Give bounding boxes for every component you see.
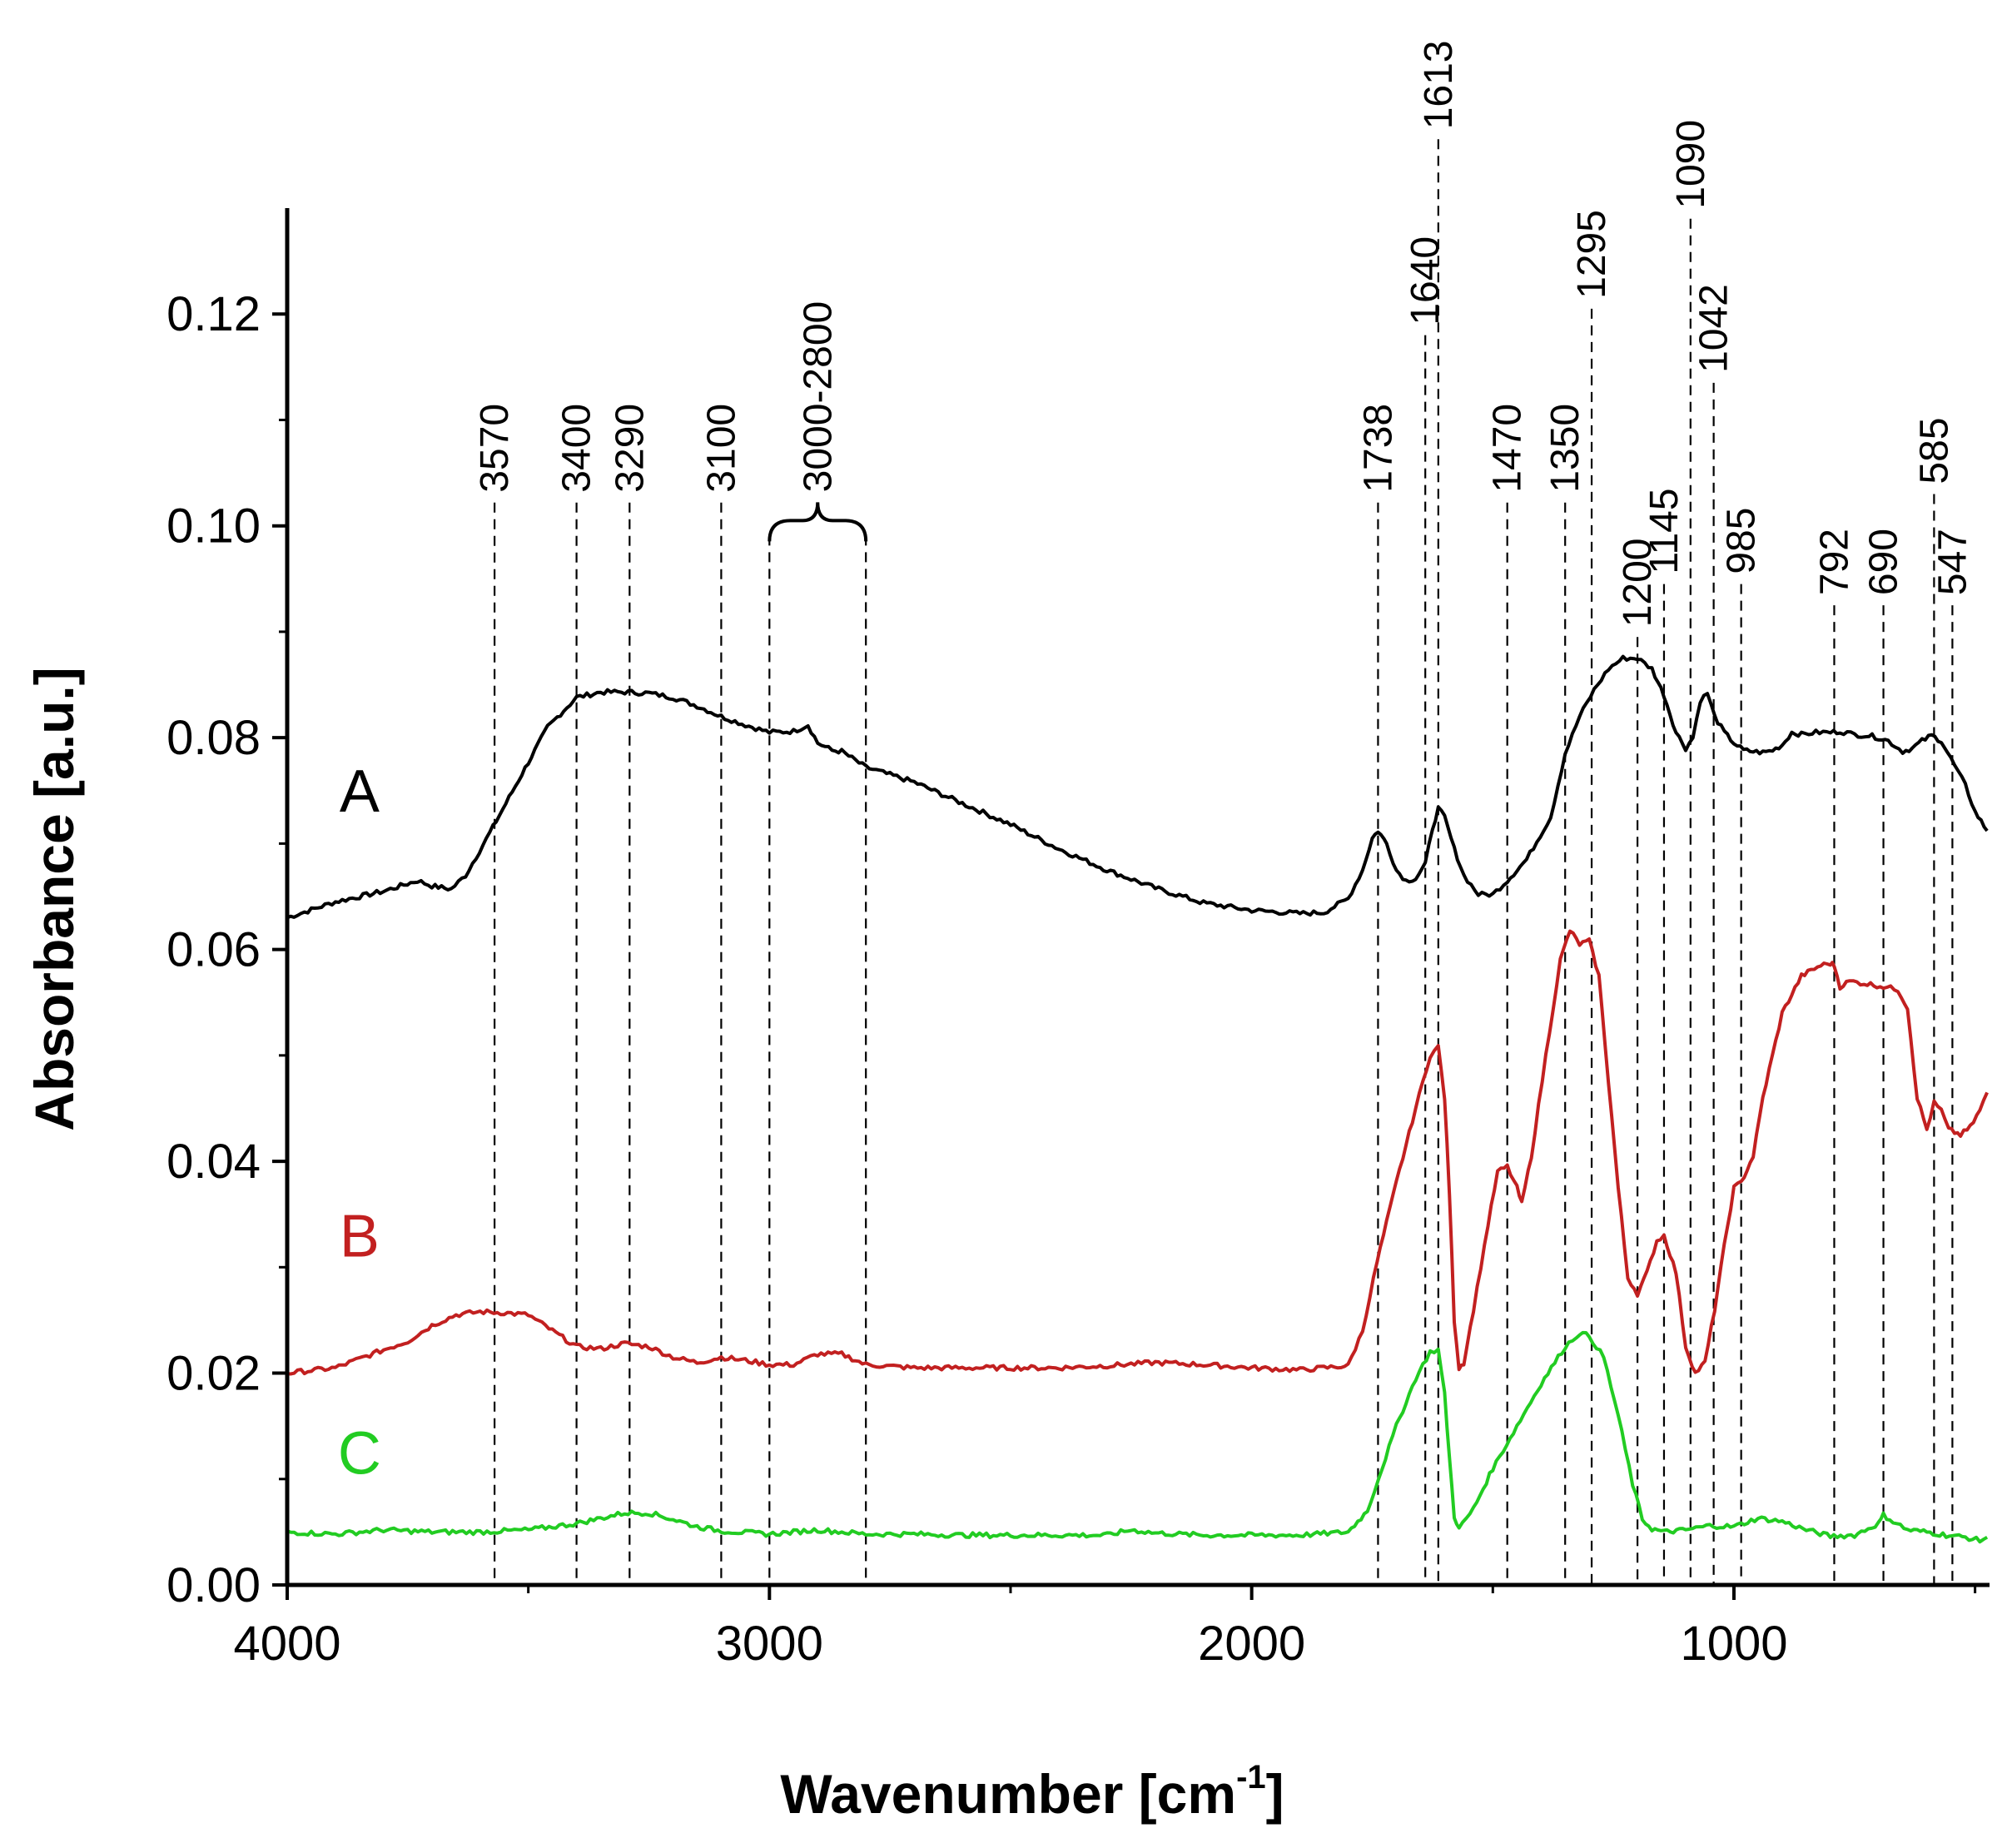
peak-label: 1640 xyxy=(1403,236,1448,325)
series-label-B: B xyxy=(340,1204,380,1270)
peak-label: 3570 xyxy=(473,404,517,493)
y-tick-label: 0.08 xyxy=(166,711,261,765)
x-axis-title-end: ] xyxy=(1266,1763,1284,1825)
peak-label: 3100 xyxy=(699,404,743,493)
y-tick-label: 0.10 xyxy=(166,499,261,554)
peak-label: 3290 xyxy=(608,404,652,493)
peak-label: 792 xyxy=(1812,529,1856,595)
peak-label: 1200 xyxy=(1616,539,1660,628)
series-line-B xyxy=(286,929,1989,1376)
peak-label: 1470 xyxy=(1486,404,1530,493)
peak-label: 1145 xyxy=(1642,488,1687,574)
peak-label: 3400 xyxy=(555,404,599,493)
peak-label: 690 xyxy=(1862,529,1906,595)
x-axis-title-main: Wavenumber [cm xyxy=(780,1763,1236,1825)
peak-marker-layer xyxy=(494,139,1954,1585)
peak-label: 585 xyxy=(1912,417,1956,484)
peak-label: 1350 xyxy=(1543,404,1587,493)
peak-label: 1738 xyxy=(1356,404,1400,493)
x-tick-label: 4000 xyxy=(233,1617,340,1671)
x-axis-title: Wavenumber [cm-1] xyxy=(780,1759,1284,1825)
label-layer: 3570 3400 3290 3100 1738 1640 1613 1470 1350 1295… xyxy=(338,41,1975,1488)
y-tick-label: 0.02 xyxy=(166,1347,261,1401)
x-tick-label: 2000 xyxy=(1198,1617,1305,1671)
axes xyxy=(285,208,1990,1587)
y-tick-label: 0.00 xyxy=(166,1558,261,1612)
y-axis-title: Absorbance [a.u.] xyxy=(23,667,85,1130)
range-label: 3000-2800 xyxy=(796,301,840,493)
peak-label: 1613 xyxy=(1417,41,1461,130)
peak-label: 1042 xyxy=(1692,284,1736,373)
x-tick-label: 1000 xyxy=(1680,1617,1787,1671)
peak-label: 1090 xyxy=(1669,120,1713,209)
y-tick-label: 0.06 xyxy=(166,923,261,977)
series-line-A xyxy=(286,654,1989,920)
peak-label: 985 xyxy=(1720,508,1764,574)
tick-layer: 0.00 0.02 0.04 0.06 0.08 0.10 0.12 4000 3000 2000… xyxy=(166,287,1977,1671)
series-layer xyxy=(286,654,1989,1544)
x-tick-label: 3000 xyxy=(716,1617,823,1671)
series-line-C xyxy=(286,1330,1989,1544)
series-label-C: C xyxy=(338,1420,381,1487)
range-brace xyxy=(768,502,868,542)
y-tick-label: 0.04 xyxy=(166,1135,261,1189)
y-tick-label: 0.12 xyxy=(166,287,261,341)
peak-label: 1295 xyxy=(1570,210,1614,299)
series-label-A: A xyxy=(340,758,380,825)
x-axis-title-superscript: -1 xyxy=(1236,1759,1266,1796)
peak-label: 547 xyxy=(1930,529,1975,595)
